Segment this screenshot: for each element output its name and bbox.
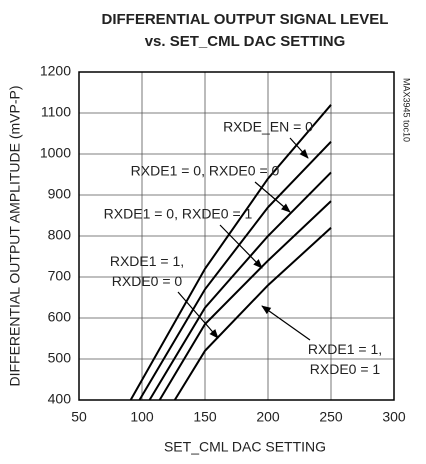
line <box>148 171 332 401</box>
line <box>173 227 332 401</box>
y-tick-label: 500 <box>48 350 72 366</box>
y-tick-label: 700 <box>48 268 72 284</box>
y-axis-label: DIFFERENTIAL OUTPUT AMPLITUDE (mVP-P) <box>7 85 23 386</box>
y-tick-label: 900 <box>48 186 72 202</box>
x-tick-label: 50 <box>71 409 87 425</box>
arrow <box>219 224 263 269</box>
series-label: RXDE1 = 1, RXDE0 = 1 <box>308 341 382 377</box>
y-tick-label: 1000 <box>40 145 71 161</box>
line <box>129 104 332 401</box>
x-tick-label: 250 <box>319 409 343 425</box>
x-tick-label: 300 <box>382 409 406 425</box>
y-tick-label: 1100 <box>41 104 71 120</box>
plot-frame <box>78 71 395 401</box>
annotation: MAX3945 toc10 <box>402 78 412 142</box>
series-label: RXDE1 = 0, RXDE0 = 0 <box>131 163 280 179</box>
x-tick-label: 100 <box>130 409 154 425</box>
x-tick-label: 200 <box>256 409 280 425</box>
x-tick-label: 150 <box>193 409 217 425</box>
chart-title: DIFFERENTIAL OUTPUT SIGNAL LEVEL <box>102 11 389 28</box>
y-tick-label: 400 <box>48 391 72 407</box>
y-tick-label: 600 <box>48 309 72 325</box>
series-label: RXDE1 = 1, RXDE0 = 0 <box>110 253 184 289</box>
y-tick-label: 1200 <box>40 63 71 79</box>
x-axis-label: SET_CML DAC SETTING <box>164 439 326 455</box>
y-tick-label: 800 <box>48 227 72 243</box>
arrow <box>289 137 309 159</box>
arrow <box>261 305 311 341</box>
arrow <box>254 181 291 213</box>
arrow <box>177 291 219 339</box>
line <box>158 200 332 401</box>
series-label: RXDE1 = 0, RXDE0 = 1 <box>104 206 253 222</box>
chart-title: vs. SET_CML DAC SETTING <box>145 33 346 50</box>
line <box>138 141 332 401</box>
series-label: RXDE_EN = 0 <box>223 119 313 135</box>
